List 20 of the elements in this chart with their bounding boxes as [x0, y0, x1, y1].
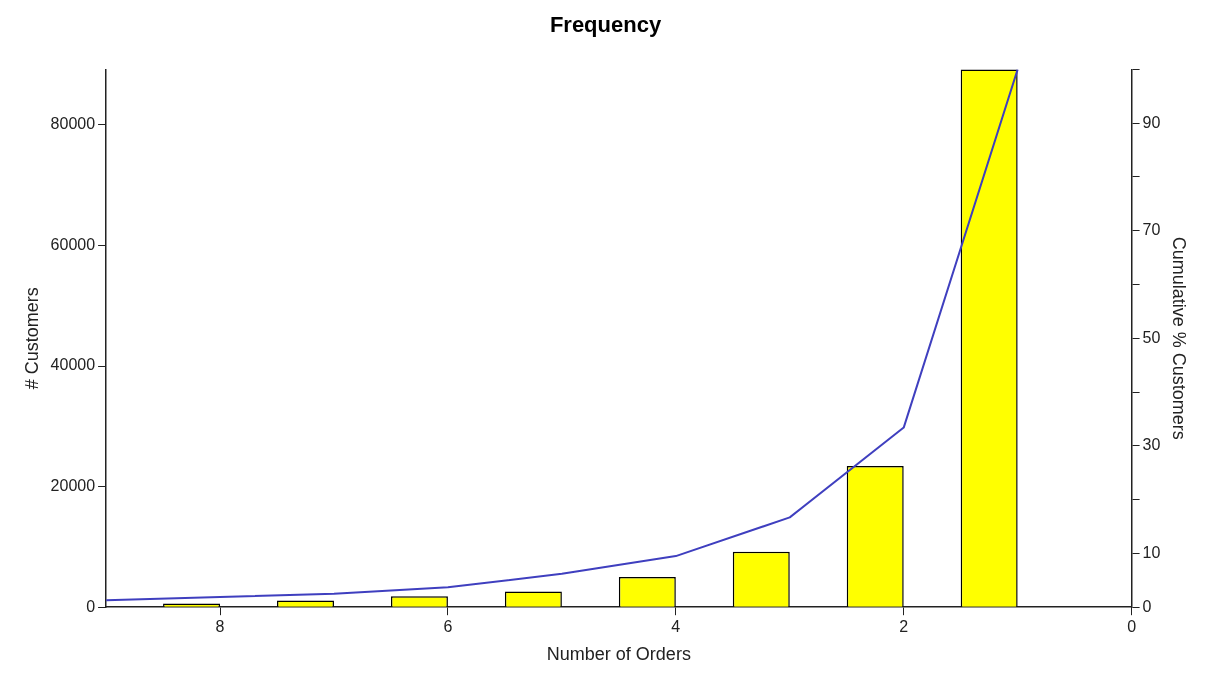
y2-axis-title: Cumulative % Customers — [1169, 236, 1190, 440]
y-tick-label: 40000 — [50, 356, 96, 374]
y2-tick-label: 90 — [1142, 113, 1161, 131]
y2-tick-label: 0 — [1142, 597, 1152, 615]
y2-tick-label: 70 — [1142, 221, 1161, 239]
y2-tick-label: 10 — [1142, 543, 1161, 561]
x-tick-label: 4 — [671, 618, 681, 636]
x-tick-label: 2 — [899, 618, 909, 636]
y2-tick-label: 50 — [1142, 328, 1161, 346]
y-tick-label: 0 — [86, 597, 96, 615]
chart-title: Frequency — [549, 12, 662, 38]
y2-tick-label: 30 — [1142, 436, 1161, 454]
y-tick-label: 60000 — [50, 235, 96, 253]
x-axis-title: Number of Orders — [546, 644, 691, 665]
x-tick-label: 8 — [215, 618, 225, 636]
y-axis-title: # Customers — [21, 287, 42, 390]
x-tick-label: 0 — [1127, 618, 1137, 636]
y-tick-label: 20000 — [50, 477, 96, 495]
x-tick-label: 6 — [443, 618, 453, 636]
y-tick-label: 80000 — [50, 115, 96, 133]
